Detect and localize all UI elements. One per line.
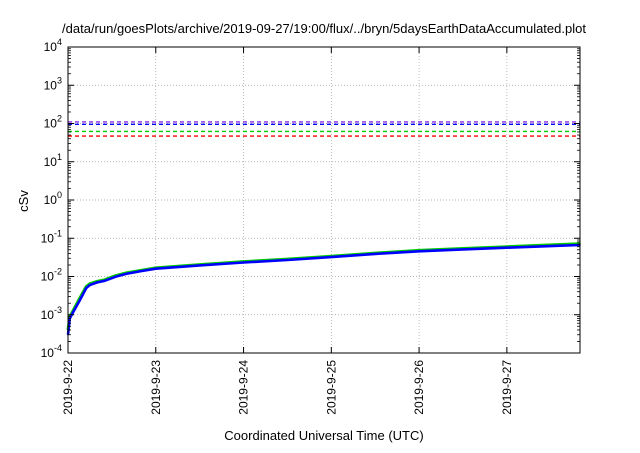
plot-frame xyxy=(67,46,581,354)
series-point xyxy=(140,270,142,272)
y-tick-label: 10-2 xyxy=(41,267,62,284)
series-layer xyxy=(66,242,581,336)
y-tick-label: 10-4 xyxy=(41,343,62,360)
series-point xyxy=(103,280,106,282)
series-point xyxy=(114,276,117,278)
y-tick-exponent: 2 xyxy=(57,114,62,124)
y-tick-label: 10-3 xyxy=(41,305,62,322)
series-point xyxy=(198,264,201,267)
series-point xyxy=(286,259,289,261)
y-tick-base: 10 xyxy=(41,231,55,245)
y-tick-base: 10 xyxy=(44,193,58,207)
y-tick-base: 10 xyxy=(44,117,58,131)
x-tick-label: 2019-9-24 xyxy=(237,360,251,415)
series-point xyxy=(96,281,99,284)
y-tick-label: 10-1 xyxy=(41,228,62,245)
x-tick-label: 2019-9-26 xyxy=(412,360,426,415)
y-tick-exponent: -2 xyxy=(54,267,62,277)
y-tick-exponent: 4 xyxy=(57,37,62,47)
series-point xyxy=(78,300,80,303)
y-axis-label: cSv xyxy=(16,190,31,212)
y-tick-base: 10 xyxy=(41,270,55,284)
y-tick-label: 104 xyxy=(44,37,62,54)
series-point xyxy=(374,253,377,255)
y-tick-exponent: 1 xyxy=(57,152,62,162)
y-tick-exponent: -3 xyxy=(54,305,62,315)
y-tick-base: 10 xyxy=(41,308,55,322)
series-point xyxy=(330,256,333,258)
grid-layer xyxy=(68,47,580,353)
series-point xyxy=(155,267,157,270)
x-tick-label: 2019-9-23 xyxy=(149,360,163,415)
series-point xyxy=(418,250,420,253)
y-tick-base: 10 xyxy=(41,346,55,360)
series-point xyxy=(89,284,91,286)
chart-title: /data/run/goesPlots/archive/2019-09-27/1… xyxy=(62,21,586,36)
x-axis-label: Coordinated Universal Time (UTC) xyxy=(224,428,423,443)
x-tick-label: 2019-9-27 xyxy=(500,360,514,415)
series-point xyxy=(85,287,88,289)
threshold-layer xyxy=(68,121,580,137)
y-tick-exponent: 3 xyxy=(57,75,62,85)
y-tick-label: 101 xyxy=(44,152,62,169)
series-point xyxy=(462,248,464,251)
series-point xyxy=(125,273,128,275)
x-tick-label: 2019-9-22 xyxy=(61,360,75,415)
y-tick-label: 100 xyxy=(44,190,62,207)
series-point xyxy=(549,245,552,247)
y-tick-base: 10 xyxy=(44,78,58,92)
y-tick-exponent: 0 xyxy=(57,190,62,200)
y-tick-label: 103 xyxy=(44,75,62,92)
series-point xyxy=(506,246,508,249)
y-tick-label: 102 xyxy=(44,114,62,131)
y-tick-exponent: -1 xyxy=(54,228,62,238)
y-tick-base: 10 xyxy=(44,40,58,54)
y-tick-base: 10 xyxy=(44,155,58,169)
series-line xyxy=(66,243,581,335)
series-point xyxy=(242,261,245,264)
y-tick-exponent: -4 xyxy=(54,343,62,353)
x-tick-label: 2019-9-25 xyxy=(324,360,338,415)
